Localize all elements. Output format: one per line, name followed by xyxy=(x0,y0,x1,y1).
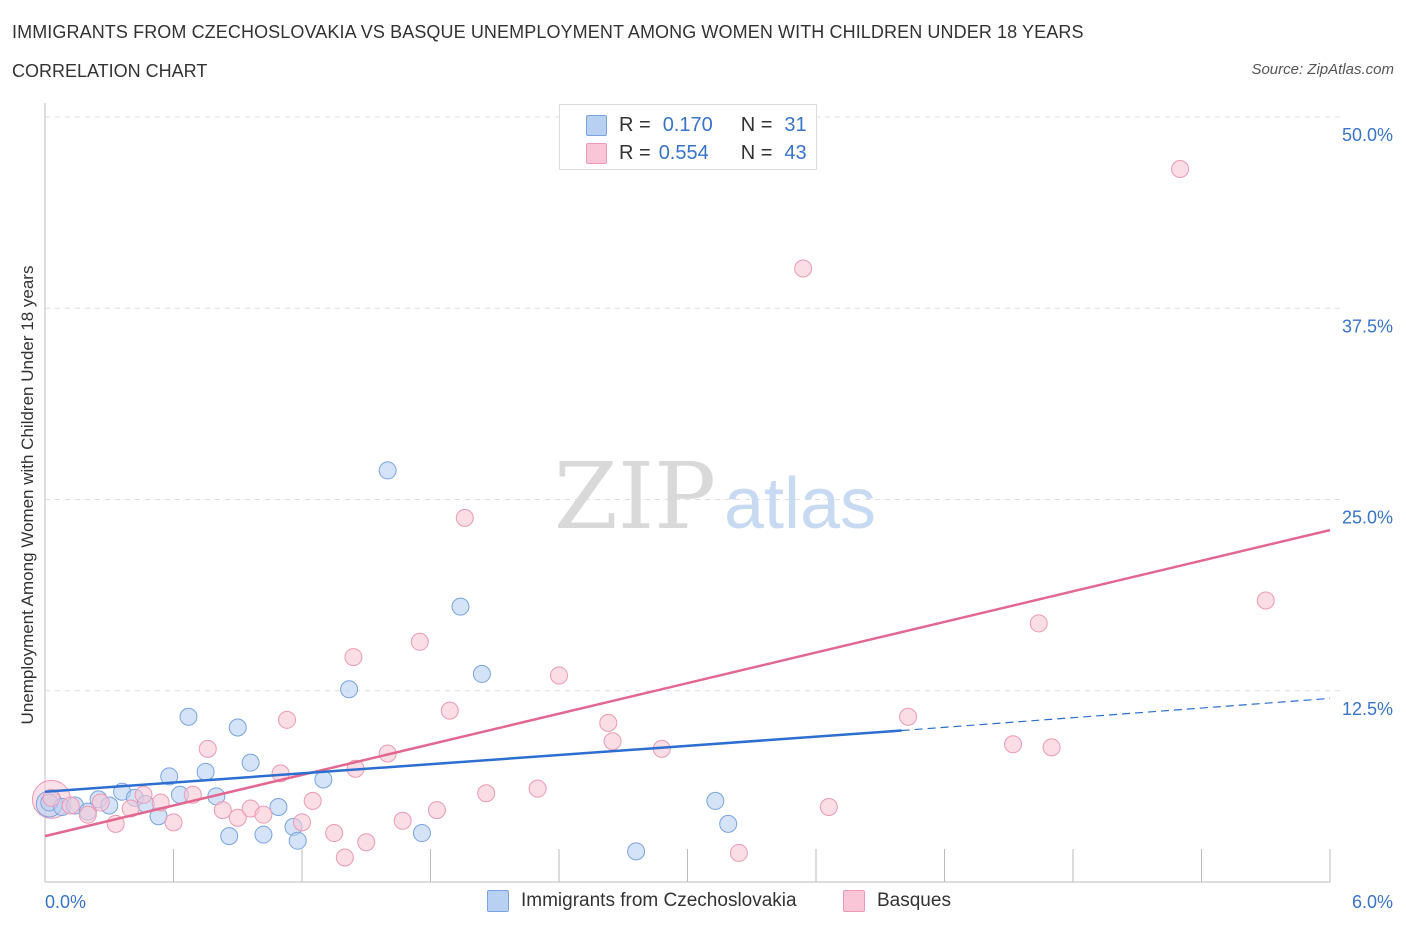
legend-swatch-blue xyxy=(586,114,607,136)
watermark-atlas: atlas xyxy=(724,464,876,544)
basques-point xyxy=(254,805,273,824)
basques-point xyxy=(1029,614,1048,633)
legend-r-value: 0.170 xyxy=(662,113,713,136)
watermark-zip: ZIP xyxy=(554,443,716,550)
source-label: Source: ZipAtlas.com xyxy=(1251,61,1394,78)
legend-n-value: 43 xyxy=(784,141,807,164)
czechoslovakia-trend-extension xyxy=(901,697,1331,732)
basques-point xyxy=(61,796,80,815)
basques-point xyxy=(603,732,622,751)
czechoslovakia-point xyxy=(228,718,247,737)
czechoslovakia-point xyxy=(719,814,738,833)
basques-point xyxy=(278,710,297,729)
legend-label-czechoslovakia: Immigrants from Czechoslovakia xyxy=(521,890,797,911)
basques-point xyxy=(198,739,217,758)
basques-point xyxy=(91,793,110,812)
trend-layer xyxy=(44,528,1331,838)
basques-point xyxy=(164,813,183,832)
tick-label-layer: 12.5% 25.0% 37.5% 50.0% 0.0% 6.0% xyxy=(45,125,1393,912)
czechoslovakia-point xyxy=(254,825,273,844)
legend-r-value: 0.554 xyxy=(658,141,709,164)
czechoslovakia-point xyxy=(314,770,333,789)
basques-point xyxy=(528,779,547,798)
basques-point xyxy=(427,801,446,820)
legend-r-label: R = xyxy=(619,113,651,136)
y-tick-label: 25.0% xyxy=(1342,508,1393,528)
basques-point xyxy=(455,508,474,527)
czechoslovakia-trend-line xyxy=(44,729,902,793)
basques-point xyxy=(794,259,813,278)
basques-point xyxy=(293,813,311,832)
basques-point xyxy=(344,648,363,667)
czechoslovakia-point xyxy=(706,791,725,810)
legend-row-basques: R = 0.554 N = 43 xyxy=(586,141,807,165)
basques-point xyxy=(228,808,247,827)
basques-point xyxy=(1171,160,1190,179)
czechoslovakia-point xyxy=(196,762,215,781)
legend-swatch-pink xyxy=(586,142,607,164)
basques-point xyxy=(78,805,97,824)
basques-point xyxy=(1004,735,1023,754)
legend-label-basques: Basques xyxy=(877,890,951,911)
basques-point xyxy=(325,824,344,843)
points-layer xyxy=(31,160,1275,867)
basques-point xyxy=(1042,738,1061,757)
basques-point xyxy=(42,788,61,807)
watermark: ZIP atlas xyxy=(554,443,876,550)
czechoslovakia-point xyxy=(220,827,239,846)
y-tick-label: 50.0% xyxy=(1342,125,1393,145)
czechoslovakia-point xyxy=(179,707,198,726)
axis-layer xyxy=(44,103,1331,883)
czechoslovakia-point xyxy=(472,664,491,683)
legend-n-value: 31 xyxy=(784,113,807,136)
legend-item-basques[interactable]: Basques xyxy=(843,890,951,912)
correlation-legend: R = 0.170 N = 31 R = 0.554 N = 43 xyxy=(559,104,817,170)
basques-point xyxy=(819,798,838,817)
basques-point xyxy=(134,785,153,804)
basques-point xyxy=(1256,591,1275,610)
legend-swatch-blue xyxy=(487,890,509,912)
legend-item-czechoslovakia[interactable]: Immigrants from Czechoslovakia xyxy=(487,890,797,912)
y-tick-label: 12.5% xyxy=(1342,699,1393,719)
basques-point xyxy=(357,833,376,852)
legend-n-label: N = xyxy=(740,113,773,136)
czechoslovakia-point xyxy=(451,597,470,616)
basques-point xyxy=(440,701,459,720)
czechoslovakia-point xyxy=(378,461,397,480)
legend-r-label: R = xyxy=(619,141,651,164)
grid-layer xyxy=(45,116,1340,692)
series-legend: Immigrants from Czechoslovakia Basques xyxy=(0,890,1406,916)
basques-point xyxy=(410,632,429,651)
czechoslovakia-point xyxy=(412,824,431,843)
czechoslovakia-point xyxy=(160,767,179,786)
basques-trend-line xyxy=(44,528,1331,838)
x-tick-label: 6.0% xyxy=(1352,892,1393,912)
legend-swatch-pink xyxy=(843,890,865,912)
legend-row-czechoslovakia: R = 0.170 N = 31 xyxy=(586,113,807,137)
chart-title: IMMIGRANTS FROM CZECHOSLOVAKIA VS BASQUE… xyxy=(12,22,1084,42)
basques-point xyxy=(121,799,140,818)
y-tick-label: 37.5% xyxy=(1342,316,1393,336)
czechoslovakia-point xyxy=(288,831,307,850)
basques-point xyxy=(213,801,232,820)
basques-point xyxy=(729,843,748,862)
basques-point xyxy=(899,707,918,726)
basques-point xyxy=(599,713,618,732)
czechoslovakia-point xyxy=(241,753,260,772)
basques-point xyxy=(393,811,412,830)
basques-point xyxy=(303,791,322,810)
czechoslovakia-point xyxy=(340,680,359,699)
x-tick-label: 0.0% xyxy=(45,892,86,912)
czechoslovakia-point xyxy=(269,798,288,817)
basques-point xyxy=(335,848,354,867)
basques-point xyxy=(477,784,496,803)
basques-point xyxy=(550,666,568,685)
chart-subtitle: CORRELATION CHART xyxy=(12,61,208,81)
legend-n-label: N = xyxy=(740,141,773,164)
y-axis-label: Unemployment Among Women with Children U… xyxy=(18,265,37,725)
czechoslovakia-point xyxy=(627,842,646,861)
